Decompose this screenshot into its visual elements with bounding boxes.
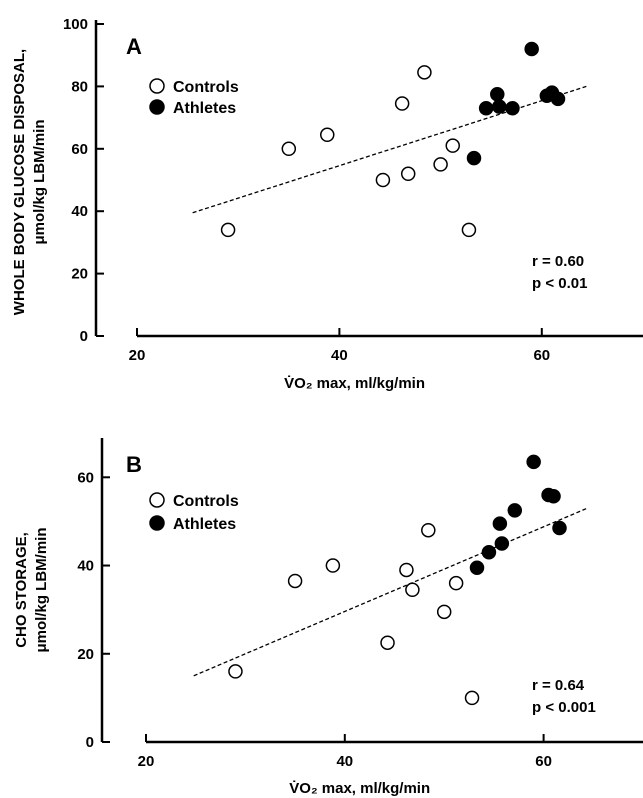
athlete-point bbox=[550, 91, 566, 107]
control-point bbox=[399, 562, 414, 578]
x-tick-label: 40 bbox=[331, 347, 348, 364]
x-tick-label: 60 bbox=[535, 753, 552, 770]
control-point bbox=[325, 558, 341, 573]
y-axis-title-line-1: WHOLE BODY GLUCOSE DISPOSAL, bbox=[11, 49, 28, 315]
control-point bbox=[448, 575, 464, 591]
y-axis-title-line-1: CHO STORAGE, bbox=[13, 532, 30, 648]
legend-marker-controls bbox=[149, 492, 165, 508]
series-controls bbox=[220, 65, 477, 238]
athlete-point bbox=[469, 560, 485, 575]
stat-text: p < 0.01 bbox=[532, 275, 587, 292]
panel-letter: A bbox=[126, 34, 142, 59]
y-tick-label: 40 bbox=[71, 203, 88, 220]
stat-text: r = 0.64 bbox=[532, 677, 585, 694]
control-point bbox=[464, 690, 480, 706]
legend: Controls Athletes bbox=[149, 492, 239, 533]
regression-line bbox=[192, 85, 587, 214]
y-tick-label: 100 bbox=[63, 16, 88, 33]
athlete-point bbox=[546, 489, 561, 504]
control-point bbox=[405, 582, 420, 598]
x-tick-label: 60 bbox=[533, 347, 550, 364]
legend-label: Athletes bbox=[173, 516, 236, 533]
panel-b: 0 20 40 60 20 40 60 V̇O₂ max, ml/kg/min CHO STOR… bbox=[13, 438, 643, 797]
control-point bbox=[220, 222, 236, 238]
athlete-point bbox=[478, 100, 494, 116]
athlete-point bbox=[481, 545, 497, 560]
stat-text: r = 0.60 bbox=[532, 253, 584, 270]
athlete-point bbox=[507, 503, 523, 518]
stat-text: p < 0.001 bbox=[532, 699, 596, 716]
control-point bbox=[287, 573, 303, 589]
control-point bbox=[421, 522, 436, 538]
legend-label: Athletes bbox=[173, 100, 236, 117]
control-point bbox=[417, 65, 432, 80]
control-point bbox=[281, 141, 297, 157]
series-controls bbox=[228, 522, 480, 706]
y-tick-label: 40 bbox=[77, 558, 94, 575]
athlete-point bbox=[492, 516, 508, 531]
series-athletes bbox=[466, 41, 566, 166]
legend-label: Controls bbox=[173, 493, 239, 510]
control-point bbox=[445, 138, 460, 153]
athlete-point bbox=[505, 100, 520, 116]
y-tick-label: 20 bbox=[71, 266, 88, 283]
control-point bbox=[380, 635, 395, 650]
y-tick-label: 60 bbox=[77, 469, 94, 486]
athlete-point bbox=[494, 536, 510, 551]
y-tick-label: 0 bbox=[80, 328, 88, 345]
control-point bbox=[320, 127, 335, 143]
athlete-point bbox=[526, 454, 541, 470]
x-tick-label: 20 bbox=[129, 347, 146, 364]
control-point bbox=[375, 172, 391, 188]
y-tick-label: 60 bbox=[71, 141, 88, 158]
legend-marker-controls bbox=[149, 78, 165, 94]
panel-a: 0 20 40 60 80 100 20 40 60 V̇O₂ max, ml/kg/min WHO… bbox=[11, 16, 643, 392]
y-tick-label: 20 bbox=[77, 646, 94, 663]
control-point bbox=[400, 166, 416, 182]
y-tick-label: 80 bbox=[71, 78, 88, 95]
control-point bbox=[433, 157, 448, 172]
x-tick-label: 40 bbox=[336, 753, 353, 770]
athlete-point bbox=[492, 99, 507, 114]
athlete-point bbox=[552, 520, 567, 536]
legend-marker-athletes bbox=[149, 99, 165, 115]
x-axis-title: V̇O₂ max, ml/kg/min bbox=[289, 780, 430, 797]
y-tick-label: 0 bbox=[86, 734, 94, 751]
legend-marker-athletes bbox=[149, 515, 165, 531]
athlete-point bbox=[490, 86, 505, 102]
control-point bbox=[394, 96, 410, 111]
control-point bbox=[228, 664, 243, 679]
series-athletes bbox=[469, 454, 567, 575]
legend-label: Controls bbox=[173, 79, 239, 96]
legend: Controls Athletes bbox=[149, 78, 239, 117]
athlete-point bbox=[466, 150, 482, 166]
y-axis-title-line-2: μmol/kg LBM/min bbox=[31, 119, 48, 244]
regression-line bbox=[193, 507, 588, 677]
control-point bbox=[436, 604, 452, 620]
panel-letter: B bbox=[126, 452, 142, 477]
x-tick-label: 20 bbox=[138, 753, 155, 770]
athlete-point bbox=[524, 41, 539, 57]
y-axis-title-line-2: μmol/kg LBM/min bbox=[33, 527, 50, 652]
control-point bbox=[461, 222, 477, 238]
x-axis-title: V̇O₂ max, ml/kg/min bbox=[284, 375, 425, 392]
